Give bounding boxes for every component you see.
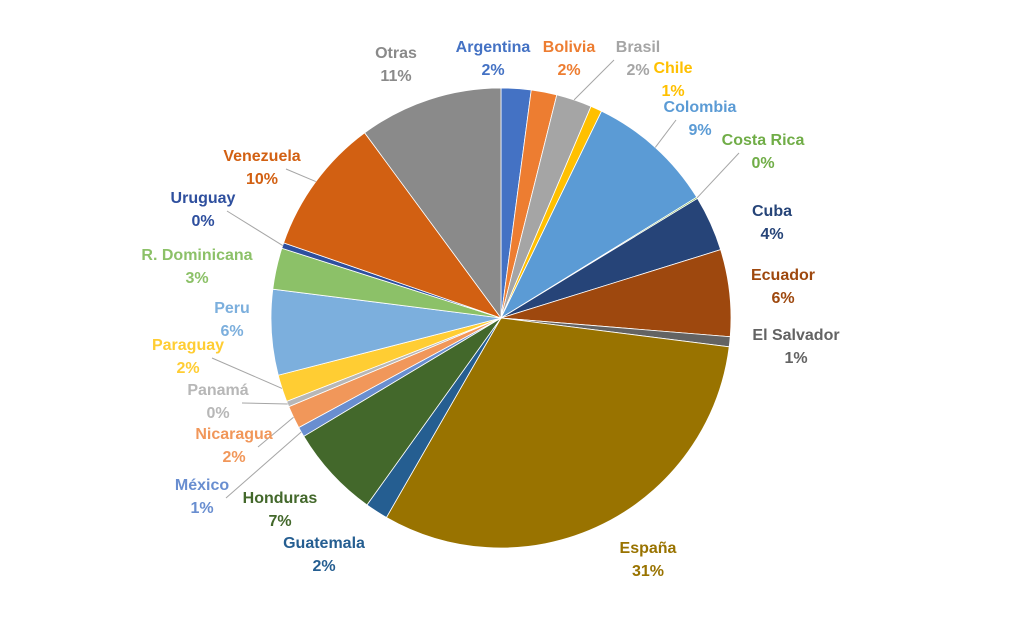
slice-percent-costa-rica: 0% — [751, 155, 774, 172]
slice-name-costa-rica: Costa Rica — [722, 132, 805, 149]
slice-percent-brasil: 2% — [626, 62, 649, 79]
leader-line-colombia — [654, 119, 677, 148]
pie-slices — [270, 87, 732, 549]
slice-percent-r-dominicana: 3% — [185, 270, 208, 287]
slice-name-r-dominicana: R. Dominicana — [141, 247, 252, 264]
slice-name-ecuador: Ecuador — [751, 267, 815, 284]
leader-line-paraguay — [211, 357, 283, 389]
slice-percent-argentina: 2% — [481, 62, 504, 79]
slice-percent-honduras: 7% — [268, 513, 291, 530]
slice-name-venezuela: Venezuela — [223, 148, 300, 165]
slice-percent-mexico: 1% — [190, 500, 213, 517]
slice-otras — [364, 87, 502, 320]
leader-line-venezuela — [285, 168, 316, 183]
slice-name-espana: España — [620, 540, 677, 557]
slice-percent-colombia: 9% — [688, 122, 711, 139]
slice-name-cuba: Cuba — [752, 203, 792, 220]
slice-percent-ecuador: 6% — [771, 290, 794, 307]
slice-name-panama: Panamá — [187, 382, 248, 399]
leader-line-uruguay — [226, 210, 283, 247]
slice-name-peru: Peru — [214, 300, 250, 317]
slice-colombia — [500, 110, 698, 320]
slice-percent-otras: 11% — [380, 68, 411, 85]
slice-name-brasil: Brasil — [616, 39, 660, 56]
slice-percent-espana: 31% — [632, 563, 664, 580]
leader-line-panama — [241, 402, 288, 405]
slice-venezuela — [283, 132, 503, 319]
slice-name-uruguay: Uruguay — [171, 190, 236, 207]
slice-percent-peru: 6% — [220, 323, 243, 340]
slice-name-nicaragua: Nicaragua — [195, 426, 272, 443]
slice-percent-el-salvador: 1% — [784, 350, 807, 367]
leader-line-mexico — [225, 431, 302, 499]
slice-name-argentina: Argentina — [456, 39, 531, 56]
slice-name-bolivia: Bolivia — [543, 39, 596, 56]
leader-line-costa-rica — [696, 152, 740, 199]
slice-percent-panama: 0% — [206, 405, 229, 422]
slice-percent-paraguay: 2% — [176, 360, 199, 377]
slice-name-el-salvador: El Salvador — [752, 327, 839, 344]
slice-percent-venezuela: 10% — [246, 171, 278, 188]
slice-percent-bolivia: 2% — [557, 62, 580, 79]
slice-percent-nicaragua: 2% — [222, 449, 245, 466]
slice-percent-cuba: 4% — [760, 226, 783, 243]
slice-name-chile: Chile — [653, 60, 692, 77]
leader-lines — [211, 59, 740, 499]
slice-name-colombia: Colombia — [664, 99, 737, 116]
slice-name-guatemala: Guatemala — [283, 535, 365, 552]
slice-name-paraguay: Paraguay — [152, 337, 224, 354]
slice-espana — [385, 317, 730, 549]
leader-line-brasil — [573, 59, 615, 101]
slice-name-mexico: México — [175, 477, 229, 494]
slice-percent-guatemala: 2% — [312, 558, 335, 575]
slice-name-honduras: Honduras — [243, 490, 318, 507]
slice-percent-chile: 1% — [661, 83, 684, 100]
slice-percent-uruguay: 0% — [191, 213, 214, 230]
slice-name-otras: Otras — [375, 45, 417, 62]
leader-line-nicaragua — [257, 416, 294, 448]
